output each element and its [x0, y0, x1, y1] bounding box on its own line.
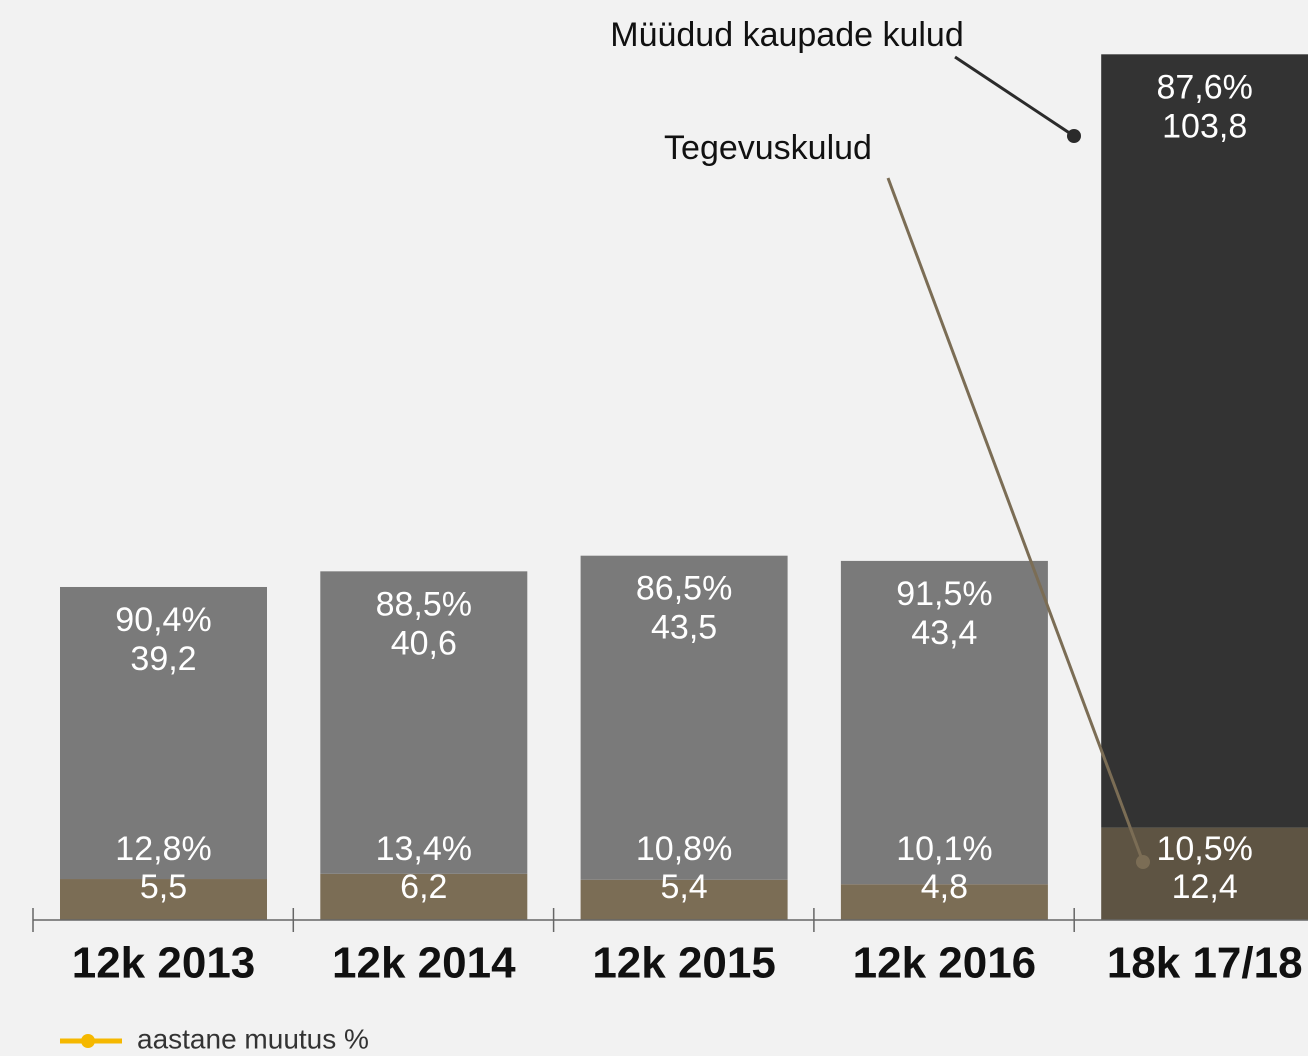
bar-segment: [580, 879, 788, 920]
share-label: 12,8%: [115, 830, 211, 868]
share-label: 10,5%: [1156, 830, 1252, 868]
share-label: 10,1%: [896, 830, 992, 868]
value-label: 39,2: [130, 640, 196, 678]
value-label: 5,5: [140, 868, 187, 906]
bar-segment: [60, 586, 267, 880]
value-label: 40,6: [391, 624, 457, 662]
share-label: 90,4%: [115, 601, 211, 639]
share-label: 88,5%: [376, 585, 472, 623]
annotation-dot: [1067, 129, 1081, 143]
bar-segment: [1101, 54, 1308, 828]
bar-segment: [60, 879, 267, 920]
bar-segment: [320, 873, 528, 920]
annotation: Tegevuskulud: [664, 129, 872, 167]
x-tick-label: 12k 2015: [592, 939, 776, 988]
annotation-pointer: [954, 55, 1075, 138]
legend-label: aastane muutus %: [137, 1023, 369, 1054]
legend-marker: [81, 1034, 95, 1048]
annotation-pointer: [886, 177, 1145, 863]
bar-segment: [840, 560, 1048, 885]
x-tick-label: 18k 17/18: [1107, 939, 1303, 988]
x-tick-label: 12k 2013: [72, 939, 256, 988]
bar-segment: [320, 571, 528, 874]
value-label: 103,8: [1162, 107, 1247, 145]
share-label: 13,4%: [376, 830, 472, 868]
bar-segment: [580, 555, 788, 880]
value-label: 5,4: [660, 868, 707, 906]
value-label: 12,4: [1172, 868, 1238, 906]
x-tick-label: 12k 2014: [332, 939, 516, 988]
value-label: 4,8: [921, 868, 968, 906]
annotation-dot: [1136, 855, 1150, 869]
x-tick-label: 12k 2016: [853, 939, 1037, 988]
share-label: 91,5%: [896, 575, 992, 613]
share-label: 10,8%: [636, 830, 732, 868]
value-label: 43,5: [651, 609, 717, 647]
value-label: 43,4: [911, 614, 977, 652]
share-label: 86,5%: [636, 570, 732, 608]
bar-segment: [840, 884, 1048, 920]
share-label: 87,6%: [1156, 68, 1252, 106]
value-label: 6,2: [400, 868, 447, 906]
annotation: Müüdud kaupade kulud: [610, 16, 964, 54]
